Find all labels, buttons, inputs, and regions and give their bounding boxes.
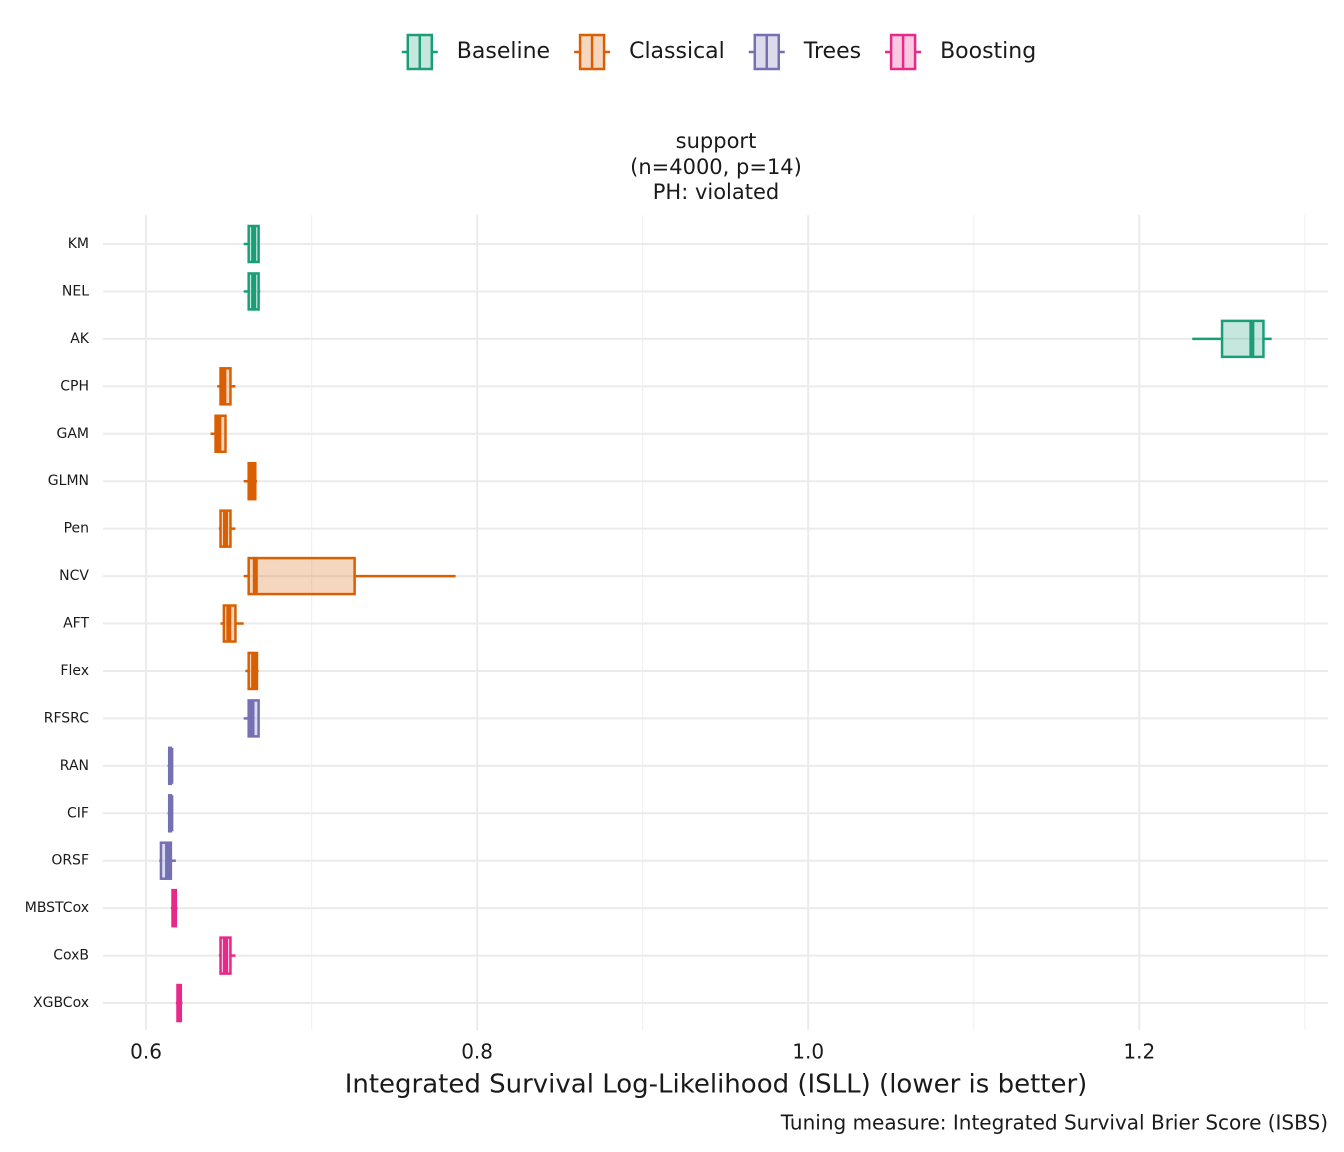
x-tick-label: 0.8	[461, 1040, 493, 1064]
x-tick-label: 1.2	[1123, 1040, 1155, 1064]
legend-label: Boosting	[940, 39, 1036, 64]
y-tick-label: ORSF	[51, 853, 89, 869]
y-tick-label: RAN	[60, 758, 89, 774]
y-tick-label: Pen	[64, 521, 89, 537]
facet-title: (n=4000, p=14)	[630, 155, 802, 179]
box	[1220, 319, 1265, 359]
y-tick-label: GAM	[56, 426, 89, 442]
box	[247, 556, 356, 596]
y-tick-label: CPH	[60, 378, 89, 394]
y-tick-label: NCV	[59, 568, 89, 584]
grid	[103, 215, 1328, 1030]
y-tick-label: RFSRC	[44, 710, 89, 726]
y-tick-label: CoxB	[53, 948, 89, 964]
caption: Tuning measure: Integrated Survival Brie…	[780, 1111, 1328, 1135]
y-tick-label: Flex	[60, 663, 89, 679]
legend-item: Trees	[748, 33, 861, 71]
legend-item: Classical	[574, 33, 725, 71]
y-tick-label: XGBCox	[33, 995, 89, 1011]
y-tick-label: KM	[68, 236, 89, 252]
legend-label: Trees	[803, 39, 861, 64]
facet-title: support	[676, 129, 757, 153]
x-axis-title: Integrated Survival Log-Likelihood (ISLL…	[345, 1070, 1088, 1100]
legend-item: Boosting	[885, 33, 1036, 71]
facet-title: PH: violated	[653, 180, 780, 204]
x-tick-label: 0.6	[130, 1040, 162, 1064]
legend-item: Baseline	[401, 33, 550, 71]
y-tick-label: AFT	[63, 616, 89, 632]
legend-label: Classical	[629, 39, 725, 64]
y-tick-label: MBSTCox	[25, 900, 89, 916]
y-tick-label: AK	[70, 331, 90, 347]
y-tick-label: GLMN	[48, 473, 89, 489]
legend: Baseline Classical Trees Boosting	[401, 33, 1036, 71]
y-tick-label: CIF	[67, 805, 89, 821]
x-tick-label: 1.0	[792, 1040, 824, 1064]
legend-label: Baseline	[457, 39, 550, 64]
y-tick-label: NEL	[62, 283, 89, 299]
